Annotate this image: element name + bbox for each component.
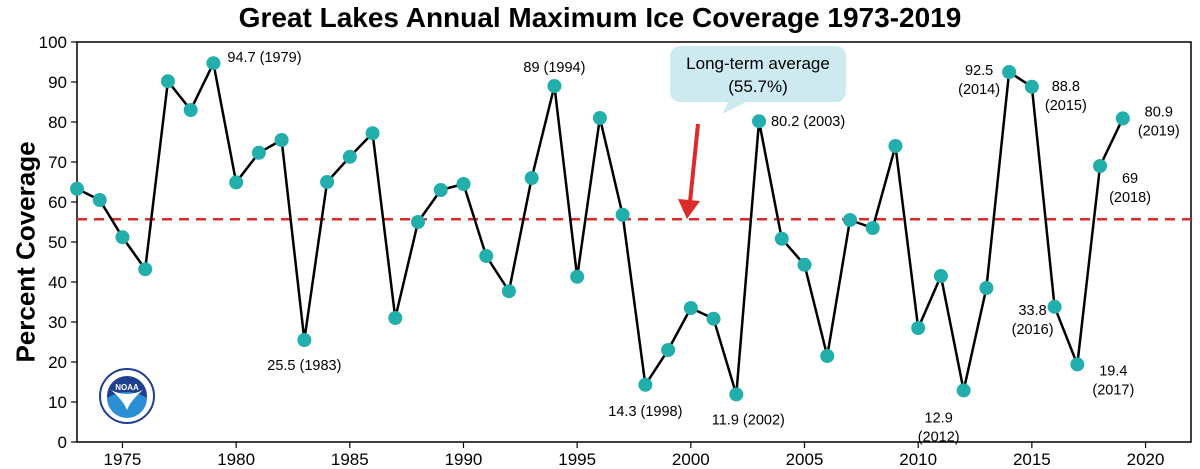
- data-label: 80.2 (2003): [771, 114, 845, 130]
- data-point: [115, 230, 130, 245]
- data-point: [661, 343, 676, 357]
- data-point: [274, 133, 289, 147]
- plot-frame: [76, 41, 1192, 443]
- y-tick-label: 100: [39, 33, 67, 52]
- data-point: [229, 175, 244, 190]
- data-label: 25.5 (1983): [267, 358, 341, 374]
- data-point: [615, 207, 630, 222]
- data-point: [706, 311, 721, 326]
- data-label: 11.9 (2002): [712, 412, 785, 428]
- y-tick-label: 0: [58, 433, 67, 452]
- data-point: [956, 383, 971, 398]
- data-label: (2017): [1092, 382, 1134, 398]
- data-label: 69: [1122, 171, 1138, 187]
- data-point: [433, 183, 448, 197]
- data-point: [638, 377, 653, 392]
- data-point: [729, 387, 744, 402]
- callout-line1: Long-term average: [686, 54, 830, 73]
- y-tick-label: 90: [48, 73, 67, 92]
- data-point: [297, 333, 312, 347]
- data-point: [683, 301, 698, 315]
- data-point: [342, 149, 357, 164]
- data-label: (2016): [1012, 322, 1054, 338]
- callout-arrowhead: [678, 199, 700, 219]
- data-label: 33.8: [1018, 303, 1046, 319]
- x-tick-label: 2010: [899, 450, 937, 469]
- data-point: [774, 231, 789, 246]
- data-label: (2014): [958, 82, 1000, 98]
- data-point: [479, 249, 494, 263]
- data-point: [411, 215, 426, 229]
- data-point: [1070, 357, 1085, 372]
- callout-box: [670, 46, 846, 102]
- data-label: 14.3 (1998): [608, 404, 682, 420]
- data-point: [70, 181, 84, 196]
- data-label: 92.5: [965, 63, 993, 79]
- x-tick-label: 1985: [331, 450, 369, 469]
- data-point: [911, 321, 926, 335]
- callout-line2: (55.7%): [728, 77, 788, 96]
- data-point: [138, 262, 153, 277]
- data-label: (2015): [1045, 98, 1087, 114]
- data-label: (2012): [918, 429, 960, 445]
- data-point: [388, 311, 403, 325]
- x-tick-label: 1975: [104, 450, 142, 469]
- y-tick-label: 30: [48, 313, 67, 332]
- data-point: [160, 74, 175, 89]
- data-point: [888, 139, 903, 153]
- data-point: [820, 349, 835, 363]
- x-tick-label: 2015: [1013, 450, 1051, 469]
- x-tick-label: 1990: [445, 450, 483, 469]
- data-point: [524, 171, 539, 185]
- data-label: 94.7 (1979): [227, 50, 301, 66]
- data-label: 80.9: [1145, 104, 1173, 120]
- data-label: (2019): [1138, 123, 1180, 139]
- data-point: [365, 126, 380, 141]
- data-point: [797, 257, 812, 272]
- data-point: [183, 103, 198, 117]
- y-tick-label: 40: [48, 273, 67, 292]
- data-point: [865, 221, 880, 235]
- data-point: [1093, 159, 1108, 173]
- y-tick-label: 10: [48, 393, 67, 412]
- data-point: [979, 281, 994, 295]
- y-tick-label: 80: [48, 113, 67, 132]
- noaa-logo-text: NOAA: [115, 383, 139, 392]
- data-point: [547, 79, 562, 93]
- data-point: [933, 269, 948, 283]
- data-label: 88.8: [1052, 79, 1080, 95]
- data-point: [752, 114, 767, 129]
- data-label: 12.9: [925, 410, 953, 426]
- x-tick-label: 1980: [217, 450, 255, 469]
- y-tick-label: 70: [48, 153, 67, 172]
- data-point: [320, 175, 335, 189]
- callout-arrow: [688, 123, 700, 203]
- data-point: [1047, 299, 1062, 314]
- y-tick-label: 20: [48, 353, 67, 372]
- data-point: [206, 56, 221, 71]
- x-tick-label: 1995: [558, 450, 596, 469]
- noaa-logo-bird: [111, 390, 143, 410]
- data-label: 19.4: [1099, 363, 1127, 379]
- data-point: [1115, 111, 1130, 126]
- data-point: [92, 193, 107, 207]
- data-point: [456, 177, 471, 191]
- data-point: [1002, 65, 1017, 79]
- x-tick-label: 2000: [672, 450, 710, 469]
- data-point: [1024, 79, 1039, 94]
- y-tick-label: 50: [48, 233, 67, 252]
- data-label: (2018): [1109, 190, 1151, 206]
- data-point: [501, 284, 516, 299]
- callout-tail: [722, 102, 746, 114]
- data-point: [251, 145, 266, 160]
- data-label: 89 (1994): [523, 60, 585, 76]
- x-tick-label: 2005: [786, 450, 824, 469]
- data-point: [592, 111, 607, 125]
- y-tick-label: 60: [48, 193, 67, 212]
- data-point: [842, 213, 857, 227]
- data-point: [570, 269, 585, 284]
- x-tick-label: 2020: [1127, 450, 1165, 469]
- chart-title: Great Lakes Annual Maximum Ice Coverage …: [238, 2, 962, 33]
